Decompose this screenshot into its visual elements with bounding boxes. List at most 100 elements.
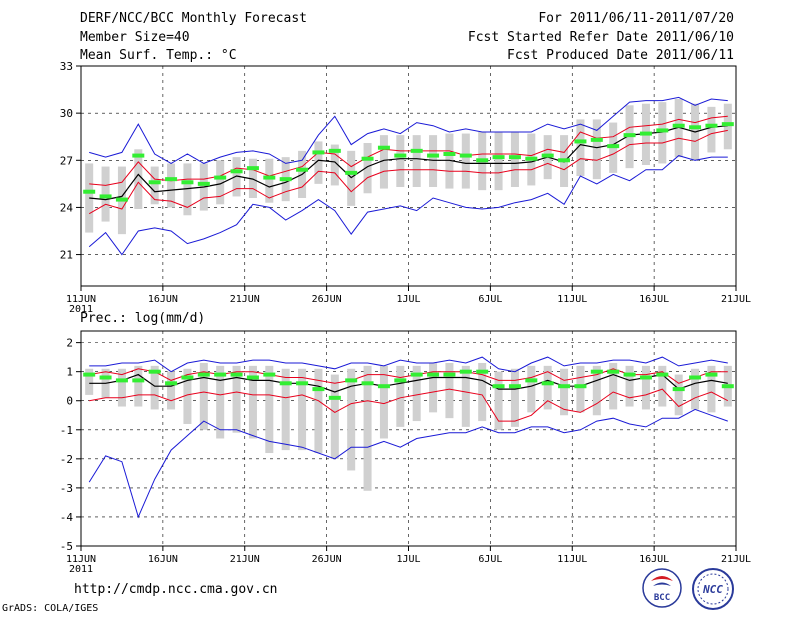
p1-range-box-7 [199, 362, 208, 430]
p0-range-box-35 [658, 102, 667, 164]
p1-observed-mark-13 [296, 381, 309, 386]
p1-y-tick-label-3: -2 [60, 453, 73, 466]
p0-series-min-line [88, 155, 728, 256]
p1-observed-mark-31 [590, 369, 603, 374]
p1-range-box-35 [658, 365, 667, 407]
p1-range-box-37 [691, 368, 700, 410]
p1-y-tick-label-6: 1 [66, 366, 73, 379]
p1-range-box-34 [641, 365, 650, 410]
p0-observed-mark-5 [165, 177, 178, 182]
p1-range-box-28 [543, 365, 552, 410]
p1-observed-mark-22 [443, 372, 456, 377]
p0-range-box-25 [494, 132, 503, 191]
p0-x-tick-label-5: 6JUL [478, 294, 502, 305]
p0-observed-mark-20 [410, 148, 423, 153]
p0-range-box-3 [134, 149, 143, 209]
p1-observed-mark-21 [427, 372, 440, 377]
ncc-logo-text: NCC [702, 583, 723, 596]
p0-y-tick-label-3: 30 [60, 107, 73, 120]
p0-y-tick-label-2: 27 [60, 154, 73, 167]
p1-range-box-10 [248, 365, 257, 439]
p1-observed-mark-32 [607, 369, 620, 374]
p0-y-tick-label-4: 33 [60, 60, 73, 73]
p1-range-box-4 [150, 365, 159, 410]
p0-observed-mark-38 [705, 123, 718, 128]
p1-observed-mark-6 [181, 375, 194, 380]
bcc-logo-text: BCC [654, 593, 670, 603]
p0-range-box-39 [723, 103, 732, 150]
p1-x-tick-label-6: 11JUL [557, 554, 587, 565]
grads-credit: GrADS: COLA/IGES [2, 603, 99, 614]
p1-observed-mark-29 [558, 384, 571, 389]
p0-observed-mark-39 [721, 122, 734, 127]
bcc-logo: BCC [642, 568, 682, 608]
p1-range-box-18 [379, 365, 388, 439]
p1-range-box-11 [265, 365, 274, 454]
p0-range-box-18 [379, 135, 388, 189]
p0-range-box-21 [429, 135, 438, 187]
p0-series-mean-line [89, 125, 728, 201]
p1-range-box-9 [232, 365, 241, 433]
p1-range-box-25 [494, 371, 503, 430]
p1-observed-mark-4 [148, 369, 161, 374]
p1-range-box-6 [183, 368, 192, 424]
p1-x-tick-label-1: 16JUN [148, 554, 178, 565]
footer-url: http://cmdp.ncc.cma.gov.cn [74, 582, 278, 597]
p0-range-box-0 [85, 163, 94, 233]
p1-x-tick-label-2: 21JUN [230, 554, 260, 565]
p1-observed-mark-28 [541, 381, 554, 386]
p0-range-box-30 [576, 119, 585, 176]
p0-observed-mark-23 [459, 153, 472, 158]
p1-range-box-13 [298, 368, 307, 451]
p0-observed-mark-4 [148, 180, 161, 185]
p1-range-box-33 [625, 365, 634, 407]
p1-range-box-27 [527, 365, 536, 413]
p1-observed-mark-9 [230, 372, 243, 377]
p0-y-tick-label-1: 24 [60, 201, 74, 214]
p1-observed-mark-34 [639, 375, 652, 380]
p0-range-box-10 [248, 158, 257, 198]
p1-range-box-2 [117, 368, 126, 407]
p1-observed-mark-35 [656, 372, 669, 377]
p0-observed-mark-25 [492, 155, 505, 160]
member-size: Member Size=40 [80, 30, 190, 45]
p1-range-box-24 [478, 362, 487, 422]
ncc-logo: NCC [692, 568, 734, 610]
p0-x-tick-label-2: 21JUN [230, 294, 260, 305]
p0-range-box-31 [592, 119, 601, 180]
p0-observed-mark-36 [672, 123, 685, 128]
p0-x-tick-label-7: 16JUL [639, 294, 669, 305]
p1-observed-mark-30 [574, 384, 587, 389]
p1-range-box-38 [707, 365, 716, 413]
p0-observed-mark-37 [689, 125, 702, 130]
p0-observed-mark-15 [328, 148, 341, 153]
p1-series-upper-line [89, 368, 728, 384]
p1-year-label: 2011 [69, 564, 93, 575]
p1-range-box-8 [216, 365, 225, 439]
p0-plot-frame [80, 65, 737, 287]
p1-observed-mark-8 [214, 372, 227, 377]
p0-observed-mark-17 [361, 156, 374, 161]
p1-observed-mark-20 [410, 372, 423, 377]
p0-range-box-20 [412, 135, 421, 187]
p0-observed-mark-19 [394, 153, 407, 158]
p0-range-box-26 [510, 132, 519, 187]
p0-range-box-4 [150, 166, 159, 205]
p1-range-box-36 [674, 374, 683, 416]
p1-range-box-26 [510, 368, 519, 427]
p0-observed-mark-13 [296, 167, 309, 172]
p1-range-box-21 [429, 362, 438, 413]
p1-range-box-29 [560, 368, 569, 416]
p0-range-box-5 [167, 163, 176, 208]
p0-observed-mark-1 [99, 194, 112, 199]
p0-series-upper-line [89, 115, 728, 186]
p0-series-max-line [89, 96, 728, 164]
p1-range-box-32 [609, 362, 618, 410]
p0-series-lower-line [88, 129, 728, 215]
p0-x-tick-label-1: 16JUN [148, 294, 178, 305]
p1-observed-mark-7 [197, 372, 210, 377]
p1-x-tick-label-5: 6JUL [478, 554, 502, 565]
p0-observed-mark-33 [623, 133, 636, 138]
p1-y-tick-label-1: -4 [60, 511, 74, 524]
p0-observed-mark-2 [115, 197, 128, 202]
